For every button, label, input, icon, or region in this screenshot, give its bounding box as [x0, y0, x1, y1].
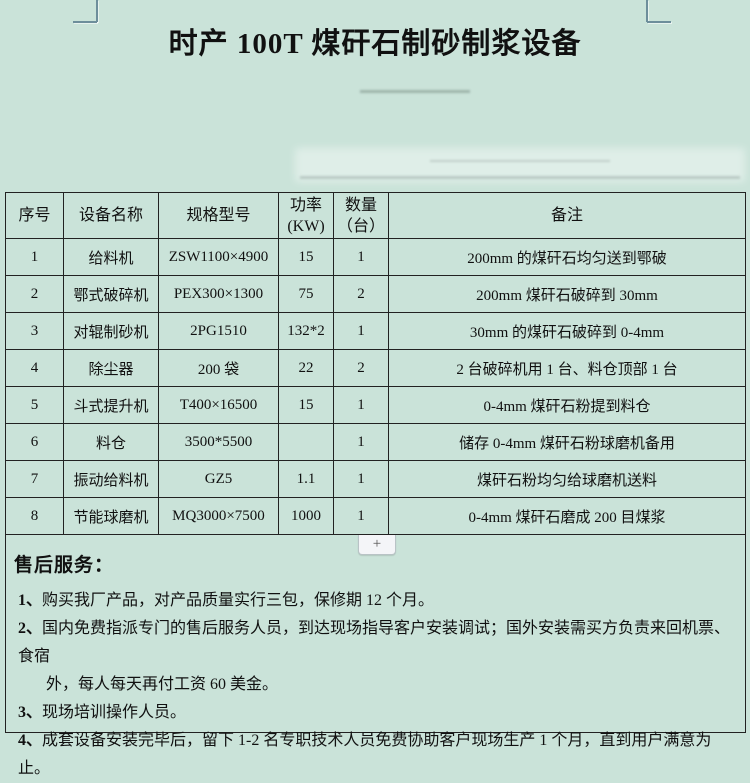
item-text: 国内免费指派专门的售后服务人员，到达现场指导客户安装调试；国外安装需买方负责来回…: [18, 620, 731, 665]
item-number: 3、: [18, 704, 43, 721]
erased-watermark-smudge: [360, 90, 470, 93]
cell-quantity: 1: [333, 312, 389, 350]
cell-quantity: 1: [333, 423, 389, 461]
crop-mark-vertical-line: [646, 0, 648, 22]
cell-remarks: 200mm 煤矸石破碎到 30mm: [388, 275, 746, 313]
cell-remarks: 30mm 的煤矸石破碎到 0-4mm: [388, 312, 746, 350]
table-row: 7 振动给料机 GZ5 1.1 1 煤矸石粉均匀给球磨机送料: [5, 460, 746, 498]
after-sales-item: 4、成套设备安装完毕后，留下 1-2 名专职技术人员免费协助客户现场生产 1 个…: [18, 727, 739, 783]
column-header-power: 功率 (KW): [278, 192, 334, 239]
item-number: 1、: [18, 592, 43, 609]
cell-power: 1.1: [278, 460, 334, 498]
cell-serial: 3: [5, 312, 64, 350]
table-row: 5 斗式提升机 T400×16500 15 1 0-4mm 煤矸石粉提到料仓: [5, 386, 746, 424]
crop-mark-horizontal-line: [647, 21, 671, 23]
cell-equipment-name: 除尘器: [63, 349, 159, 387]
cell-equipment-name: 鄂式破碎机: [63, 275, 159, 313]
cell-quantity: 2: [333, 349, 389, 387]
after-sales-item: 3、现场培训操作人员。: [18, 699, 739, 727]
after-sales-heading: 售后服务：: [14, 555, 115, 576]
page-title: 时产 100T 煤矸石制砂制浆设备: [168, 28, 582, 60]
cell-equipment-name: 节能球磨机: [63, 497, 159, 535]
cell-power: 132*2: [278, 312, 334, 350]
cell-model: GZ5: [158, 460, 279, 498]
crop-mark-horizontal-line: [73, 21, 97, 23]
cell-serial: 5: [5, 386, 64, 424]
cell-remarks: 0-4mm 煤矸石粉提到料仓: [388, 386, 746, 424]
cell-model: 3500*5500: [158, 423, 279, 461]
table-row: 6 料仓 3500*5500 1 储存 0-4mm 煤矸石粉球磨机备用: [5, 423, 746, 461]
item-text: 现场培训操作人员。: [42, 704, 187, 721]
cell-remarks: 储存 0-4mm 煤矸石粉球磨机备用: [388, 423, 746, 461]
table-header-row: 序号 设备名称 规格型号 功率 (KW) 数量 （台） 备注: [5, 192, 746, 239]
cell-serial: 4: [5, 349, 64, 387]
item-text: 购买我厂产品，对产品质量实行三包，保修期 12 个月。: [42, 592, 435, 609]
cell-remarks: 2 台破碎机用 1 台、料仓顶部 1 台: [388, 349, 746, 387]
cell-remarks: 200mm 的煤矸石均匀送到鄂破: [388, 238, 746, 276]
crop-mark-vertical-line: [96, 0, 98, 22]
table-row: 1 给料机 ZSW1100×4900 15 1 200mm 的煤矸石均匀送到鄂破: [5, 238, 746, 276]
item-number: 4、: [18, 732, 43, 749]
cell-power: 75: [278, 275, 334, 313]
table-insert-row-button[interactable]: +: [358, 535, 396, 555]
cell-quantity: 1: [333, 497, 389, 535]
cell-model: PEX300×1300: [158, 275, 279, 313]
cell-serial: 8: [5, 497, 64, 535]
item-text: 成套设备安装完毕后，留下 1-2 名专职技术人员免费协助客户现场生产 1 个月，…: [18, 732, 712, 777]
cell-model: 2PG1510: [158, 312, 279, 350]
cell-remarks: 煤矸石粉均匀给球磨机送料: [388, 460, 746, 498]
after-sales-item: 1、购买我厂产品，对产品质量实行三包，保修期 12 个月。: [18, 587, 739, 615]
cell-quantity: 1: [333, 386, 389, 424]
cell-model: MQ3000×7500: [158, 497, 279, 535]
erased-watermark-smudge: [430, 160, 610, 162]
cell-quantity: 1: [333, 460, 389, 498]
table-row: 3 对辊制砂机 2PG1510 132*2 1 30mm 的煤矸石破碎到 0-4…: [5, 312, 746, 350]
cell-model: ZSW1100×4900: [158, 238, 279, 276]
cell-equipment-name: 给料机: [63, 238, 159, 276]
plus-icon: +: [372, 536, 382, 552]
cell-remarks: 0-4mm 煤矸石磨成 200 目煤浆: [388, 497, 746, 535]
after-sales-item: 2、国内免费指派专门的售后服务人员，到达现场指导客户安装调试；国外安装需买方负责…: [18, 615, 739, 699]
cell-power: 1000: [278, 497, 334, 535]
equipment-spec-table: 序号 设备名称 规格型号 功率 (KW) 数量 （台） 备注 1 给料机 ZSW11…: [5, 192, 746, 535]
column-header-equipment-name: 设备名称: [63, 192, 159, 239]
cell-serial: 7: [5, 460, 64, 498]
cell-equipment-name: 振动给料机: [63, 460, 159, 498]
table-row: 4 除尘器 200 袋 22 2 2 台破碎机用 1 台、料仓顶部 1 台: [5, 349, 746, 387]
cell-quantity: 2: [333, 275, 389, 313]
after-sales-section: 售后服务： 1、购买我厂产品，对产品质量实行三包，保修期 12 个月。 2、国内…: [5, 534, 746, 777]
cell-equipment-name: 斗式提升机: [63, 386, 159, 424]
cell-model: 200 袋: [158, 349, 279, 387]
item-number: 2、: [18, 620, 43, 637]
cell-serial: 6: [5, 423, 64, 461]
erased-watermark-smudge: [300, 176, 740, 179]
cell-serial: 1: [5, 238, 64, 276]
cell-power: 22: [278, 349, 334, 387]
item-text-continuation: 外，每人每天再付工资 60 美金。: [46, 676, 279, 693]
cell-power: 15: [278, 386, 334, 424]
cell-serial: 2: [5, 275, 64, 313]
cell-quantity: 1: [333, 238, 389, 276]
table-row: 8 节能球磨机 MQ3000×7500 1000 1 0-4mm 煤矸石磨成 2…: [5, 497, 746, 535]
cell-equipment-name: 料仓: [63, 423, 159, 461]
cell-power: [278, 423, 334, 461]
cell-equipment-name: 对辊制砂机: [63, 312, 159, 350]
column-header-remarks: 备注: [388, 192, 746, 239]
cell-power: 15: [278, 238, 334, 276]
table-row: 2 鄂式破碎机 PEX300×1300 75 2 200mm 煤矸石破碎到 30…: [5, 275, 746, 313]
column-header-model: 规格型号: [158, 192, 279, 239]
column-header-serial: 序号: [5, 192, 64, 239]
column-header-quantity: 数量 （台）: [333, 192, 389, 239]
cell-model: T400×16500: [158, 386, 279, 424]
erased-watermark-smudge: [295, 148, 745, 182]
